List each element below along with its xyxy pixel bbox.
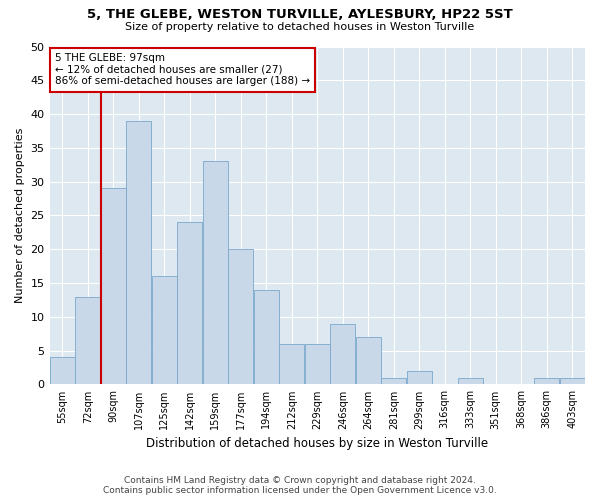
Bar bbox=[229, 250, 253, 384]
Bar bbox=[254, 290, 278, 384]
Bar bbox=[280, 344, 304, 385]
Bar bbox=[101, 188, 125, 384]
Bar bbox=[152, 276, 176, 384]
Bar bbox=[382, 378, 406, 384]
Bar bbox=[76, 296, 100, 384]
Text: Contains HM Land Registry data © Crown copyright and database right 2024.
Contai: Contains HM Land Registry data © Crown c… bbox=[103, 476, 497, 495]
X-axis label: Distribution of detached houses by size in Weston Turville: Distribution of detached houses by size … bbox=[146, 437, 488, 450]
Bar bbox=[331, 324, 355, 384]
Y-axis label: Number of detached properties: Number of detached properties bbox=[15, 128, 25, 303]
Bar bbox=[305, 344, 329, 385]
Bar bbox=[458, 378, 482, 384]
Bar bbox=[560, 378, 584, 384]
Bar bbox=[535, 378, 559, 384]
Bar bbox=[356, 337, 380, 384]
Text: Size of property relative to detached houses in Weston Turville: Size of property relative to detached ho… bbox=[125, 22, 475, 32]
Bar bbox=[407, 371, 431, 384]
Bar bbox=[127, 121, 151, 384]
Bar bbox=[203, 162, 227, 384]
Bar bbox=[50, 358, 74, 384]
Bar bbox=[178, 222, 202, 384]
Text: 5 THE GLEBE: 97sqm
← 12% of detached houses are smaller (27)
86% of semi-detache: 5 THE GLEBE: 97sqm ← 12% of detached hou… bbox=[55, 54, 310, 86]
Text: 5, THE GLEBE, WESTON TURVILLE, AYLESBURY, HP22 5ST: 5, THE GLEBE, WESTON TURVILLE, AYLESBURY… bbox=[87, 8, 513, 20]
